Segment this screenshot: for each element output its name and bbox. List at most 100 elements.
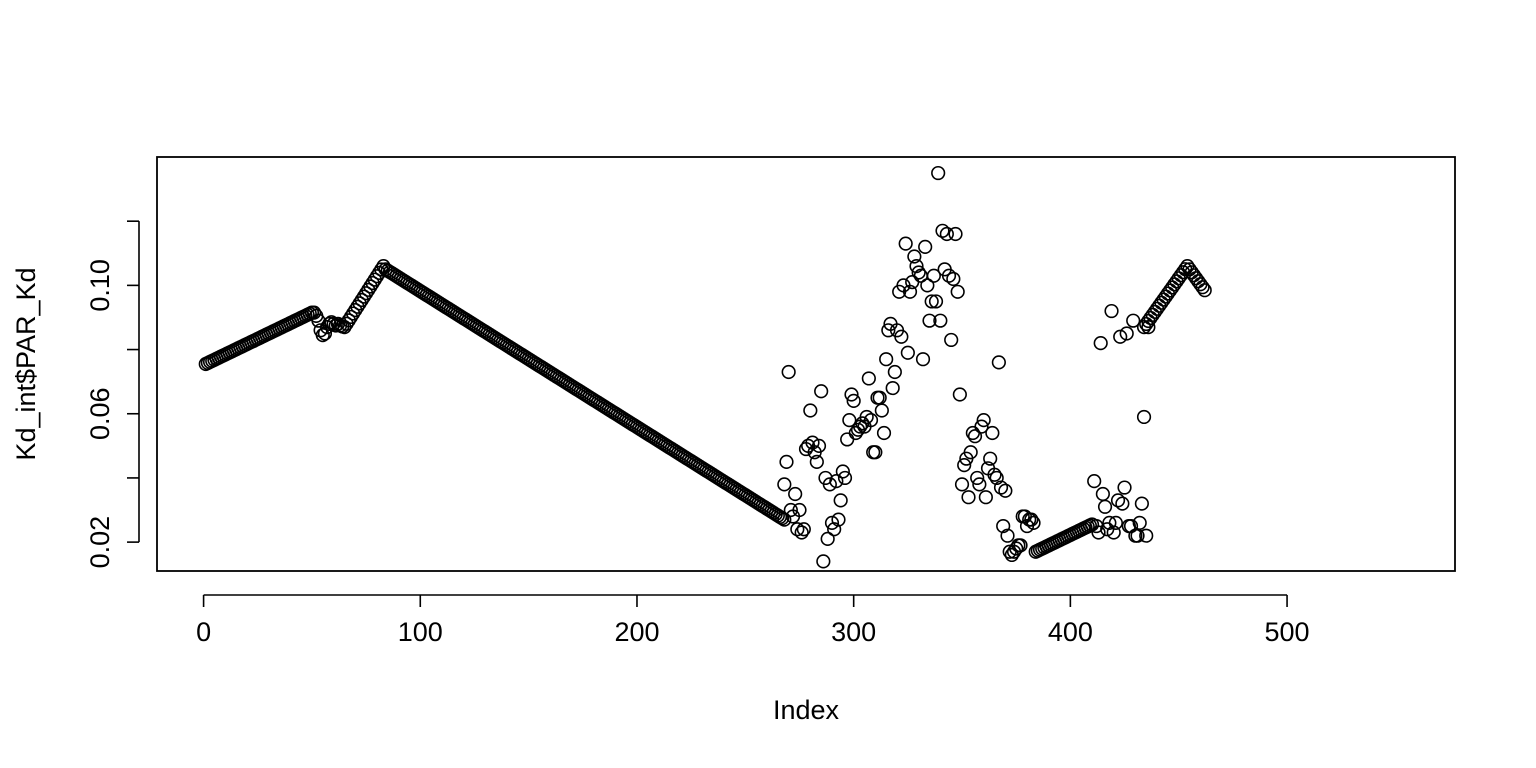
x-tick-label: 200 xyxy=(614,617,659,647)
data-point xyxy=(846,393,861,409)
data-point xyxy=(822,477,837,492)
data-point xyxy=(874,403,889,418)
data-point xyxy=(1113,329,1128,344)
data-point xyxy=(794,525,809,540)
data-point xyxy=(920,278,935,293)
data-points xyxy=(198,165,1212,569)
data-point xyxy=(879,352,894,367)
data-point xyxy=(902,284,918,299)
data-point xyxy=(894,329,909,344)
data-point xyxy=(915,352,931,367)
data-point xyxy=(996,518,1011,534)
data-point xyxy=(805,435,820,450)
data-point xyxy=(844,387,859,402)
data-point xyxy=(1087,474,1102,489)
data-point xyxy=(335,319,350,334)
data-point xyxy=(911,265,926,280)
data-point xyxy=(961,490,976,505)
data-point xyxy=(788,486,803,502)
data-point xyxy=(315,328,330,343)
data-point xyxy=(811,438,827,453)
plot-frame xyxy=(156,156,1456,572)
x-tick-label: 0 xyxy=(196,617,211,647)
data-point xyxy=(928,294,944,309)
data-point xyxy=(842,413,857,428)
data-point xyxy=(777,477,792,492)
data-point xyxy=(957,457,972,473)
data-point xyxy=(824,515,840,530)
data-point xyxy=(998,483,1013,498)
data-point xyxy=(1091,525,1106,540)
data-point xyxy=(991,355,1006,370)
data-point xyxy=(803,403,818,418)
data-point xyxy=(796,522,811,537)
data-point xyxy=(861,371,876,386)
data-point xyxy=(1024,512,1039,527)
data-point xyxy=(931,165,946,181)
data-point xyxy=(876,425,892,441)
data-point xyxy=(790,522,805,537)
data-point xyxy=(978,490,993,505)
data-point xyxy=(783,502,798,518)
data-point xyxy=(1197,283,1212,298)
data-point xyxy=(779,454,794,469)
data-point xyxy=(933,313,948,328)
data-point xyxy=(1132,515,1147,530)
data-point xyxy=(781,364,796,380)
data-point xyxy=(989,470,1004,486)
data-point xyxy=(924,294,939,309)
x-tick-label: 100 xyxy=(398,617,443,647)
data-point xyxy=(863,413,879,428)
data-point xyxy=(983,451,998,466)
data-point xyxy=(1093,336,1108,351)
data-point xyxy=(837,470,853,486)
data-point xyxy=(1009,541,1024,556)
data-point xyxy=(948,226,963,242)
data-point xyxy=(835,464,850,479)
data-point xyxy=(954,477,970,492)
x-axis-label: Index xyxy=(773,695,840,725)
data-point xyxy=(898,236,913,251)
data-point xyxy=(909,259,924,274)
data-point xyxy=(859,409,874,425)
y-axis: 0.02 0.06 0.10 xyxy=(85,220,140,568)
data-point xyxy=(987,467,1002,482)
data-point xyxy=(1117,480,1132,495)
data-point xyxy=(976,413,991,428)
data-point xyxy=(1095,486,1110,502)
data-point xyxy=(1097,499,1113,514)
data-point xyxy=(941,268,957,283)
data-point xyxy=(1123,518,1139,534)
data-point xyxy=(944,332,959,348)
data-point xyxy=(840,432,855,447)
x-tick-label: 500 xyxy=(1265,617,1310,647)
data-point xyxy=(777,512,792,527)
data-point xyxy=(974,419,989,434)
data-point xyxy=(985,425,1000,441)
data-point xyxy=(900,345,915,360)
data-point xyxy=(1104,303,1119,319)
data-point xyxy=(853,419,868,434)
data-point xyxy=(322,316,337,331)
data-point xyxy=(952,387,967,402)
data-point xyxy=(1102,515,1117,530)
x-tick-label: 400 xyxy=(1048,617,1093,647)
data-point xyxy=(827,522,842,537)
data-point xyxy=(926,268,941,283)
data-point xyxy=(970,470,985,486)
data-point xyxy=(816,554,831,569)
data-point xyxy=(809,454,824,469)
data-point xyxy=(1126,313,1141,328)
data-point xyxy=(775,511,790,526)
data-point xyxy=(868,445,883,460)
data-point xyxy=(831,512,846,527)
data-point xyxy=(967,429,983,444)
data-point xyxy=(328,318,343,333)
data-point xyxy=(1141,319,1156,335)
data-point xyxy=(993,480,1009,495)
data-point xyxy=(1119,326,1134,341)
data-point xyxy=(887,364,902,380)
data-point xyxy=(1106,525,1121,540)
data-point xyxy=(946,271,961,287)
